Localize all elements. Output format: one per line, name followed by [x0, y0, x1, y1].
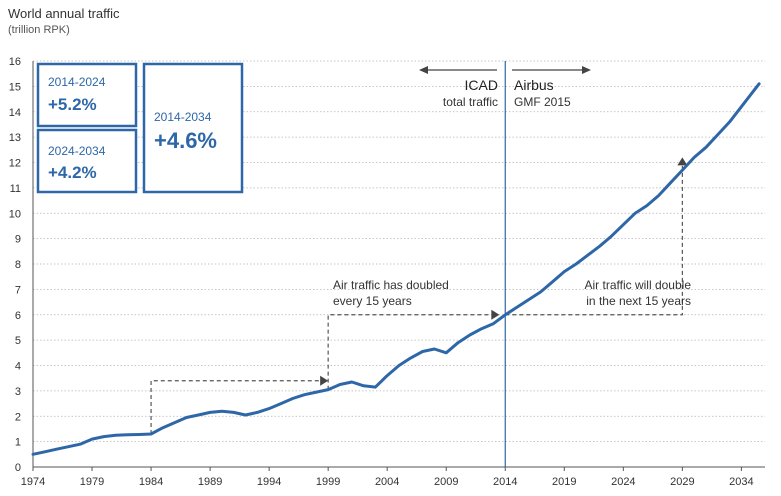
- growth-box-frame: [36, 128, 138, 194]
- x-tick-label: 2024: [611, 476, 635, 488]
- growth-box-2014-2034: 2014-2034 +4.6%: [142, 62, 244, 194]
- x-tick-label: 2029: [670, 476, 694, 488]
- growth-box-frame: [142, 62, 244, 194]
- right-arrow-head: [582, 66, 591, 74]
- left-period-label: ICAD total traffic: [419, 66, 498, 109]
- step-arrow-head: [491, 309, 500, 320]
- right-period-label: Airbus GMF 2015: [512, 66, 591, 109]
- y-tick-label: 12: [9, 158, 21, 170]
- growth-box-period: 2014-2024: [48, 75, 106, 89]
- growth-box-2024-2034: 2024-2034 +4.2%: [36, 128, 138, 194]
- annotation-line-1: Air traffic has doubled: [333, 278, 449, 292]
- annotation-line-1: Air traffic will double: [585, 278, 692, 292]
- x-axis-ticks: 1974 1979 1984 1989 1994 1999 2004 2009 2014 2019…: [21, 467, 754, 488]
- y-tick-label: 11: [10, 183, 21, 195]
- y-tick-label: 15: [9, 81, 21, 93]
- annotation-past-doubling: Air traffic has doubled every 15 years: [333, 278, 449, 308]
- annotation-future-doubling: Air traffic will double in the next 15 y…: [585, 278, 692, 308]
- doubling-steps: [150, 157, 688, 435]
- y-tick-label: 6: [15, 310, 21, 322]
- annotation-line-2: every 15 years: [333, 294, 412, 308]
- y-tick-label: 2: [15, 411, 21, 423]
- x-tick-label: 1989: [198, 476, 222, 488]
- y-tick-label: 3: [15, 386, 21, 398]
- step-connector: [505, 163, 683, 316]
- growth-box-2014-2024: 2014-2024 +5.2%: [36, 62, 138, 128]
- y-tick-label: 7: [15, 284, 21, 296]
- y-tick-label: 9: [15, 234, 21, 246]
- left-label-small: total traffic: [443, 95, 498, 109]
- chart-subtitle: (trillion RPK): [8, 24, 70, 36]
- x-tick-label: 1979: [80, 476, 104, 488]
- annotation-line-2: in the next 15 years: [586, 294, 691, 308]
- x-tick-label: 2009: [434, 476, 458, 488]
- step-arrow-head: [677, 157, 688, 166]
- y-tick-label: 10: [9, 208, 21, 220]
- step-connector: [150, 380, 323, 435]
- x-tick-label: 1974: [21, 476, 45, 488]
- traffic-series-line: [31, 82, 761, 456]
- right-label-big: Airbus: [514, 77, 554, 93]
- right-label-small: GMF 2015: [514, 95, 571, 109]
- growth-box-period: 2024-2034: [48, 144, 106, 158]
- x-tick-label: 2014: [493, 476, 517, 488]
- x-tick-label: 1984: [139, 476, 163, 488]
- chart-title: World annual traffic: [8, 6, 120, 21]
- step-arrow-head: [320, 375, 329, 386]
- growth-box-value: +5.2%: [48, 95, 97, 114]
- x-tick-label: 2019: [552, 476, 576, 488]
- y-tick-label: 14: [9, 107, 21, 119]
- growth-box-value: +4.6%: [154, 128, 217, 153]
- growth-box-period: 2014-2034: [154, 110, 212, 124]
- left-label-big: ICAD: [465, 77, 498, 93]
- y-tick-label: 5: [15, 335, 21, 347]
- growth-box-value: +4.2%: [48, 163, 97, 182]
- growth-box-frame: [36, 62, 138, 128]
- y-tick-label: 4: [15, 361, 21, 373]
- x-tick-label: 2034: [729, 476, 753, 488]
- step-connector: [327, 314, 494, 390]
- y-tick-label: 0: [15, 462, 21, 474]
- left-arrow-head: [419, 66, 428, 74]
- y-tick-label: 1: [15, 437, 21, 449]
- y-tick-label: 16: [9, 56, 21, 68]
- x-tick-label: 1999: [316, 476, 340, 488]
- x-tick-label: 1994: [257, 476, 281, 488]
- y-tick-label: 8: [15, 259, 21, 271]
- x-tick-label: 2004: [375, 476, 399, 488]
- y-tick-label: 13: [9, 132, 21, 144]
- grid-lines: [33, 60, 765, 442]
